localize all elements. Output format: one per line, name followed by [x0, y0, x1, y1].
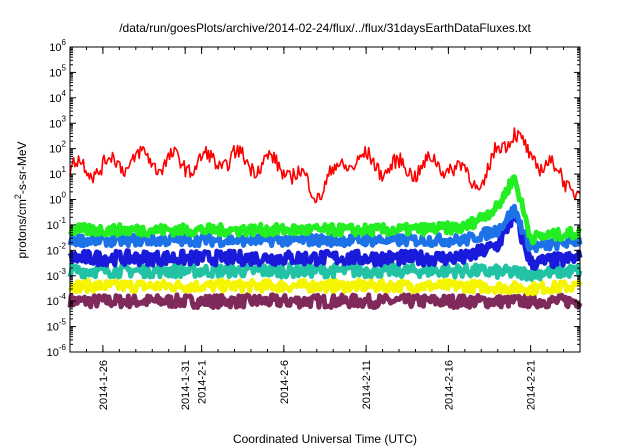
y-tick-label: 106 — [49, 38, 66, 54]
x-tick-label: 2014-1-31 — [180, 360, 192, 410]
y-tick-label: 10-1 — [47, 216, 67, 232]
series-line — [67, 277, 583, 297]
y-tick-label: 10-5 — [47, 318, 67, 334]
y-axis-label: protons/cm2-s-sr-MeV — [13, 141, 29, 258]
y-tick-label: 104 — [49, 89, 66, 105]
y-tick-label: 10-3 — [47, 267, 67, 283]
y-axis: 10-6 10-5 10-4 10-3 10-2 10-1 100 101 102 103 104 1… — [47, 38, 580, 359]
x-axis-label: Coordinated Universal Time (UTC) — [233, 432, 417, 446]
x-tick-label: 2014-2-1 — [197, 360, 209, 404]
series-line — [69, 127, 581, 204]
y-tick-label: 105 — [49, 63, 66, 79]
x-tick-label: 2014-2-21 — [526, 360, 538, 410]
x-tick-label: 2014-2-16 — [443, 360, 455, 410]
y-tick-label: 101 — [49, 165, 66, 181]
y-tick-label: 102 — [49, 140, 66, 156]
series-line — [67, 261, 583, 282]
x-tick-label: 2014-2-6 — [279, 360, 291, 404]
y-tick-label: 103 — [49, 114, 66, 130]
series-layer — [67, 127, 583, 310]
series-line — [67, 203, 583, 254]
x-tick-label: 2014-2-11 — [361, 360, 373, 409]
chart-title: /data/run/goesPlots/archive/2014-02-24/f… — [119, 21, 531, 35]
x-tick-label: 2014-1-26 — [98, 360, 110, 410]
y-tick-label: 10-4 — [47, 292, 67, 308]
y-tick-label: 10-6 — [47, 343, 67, 359]
series-line — [67, 174, 583, 246]
series-line — [67, 207, 583, 271]
x-axis: 2014-1-26 2014-1-31 2014-2-1 2014-2-6 2014-2… — [69, 47, 581, 410]
y-tick-label: 100 — [49, 191, 66, 207]
y-tick-label: 10-2 — [47, 241, 67, 257]
series-line — [67, 292, 583, 310]
